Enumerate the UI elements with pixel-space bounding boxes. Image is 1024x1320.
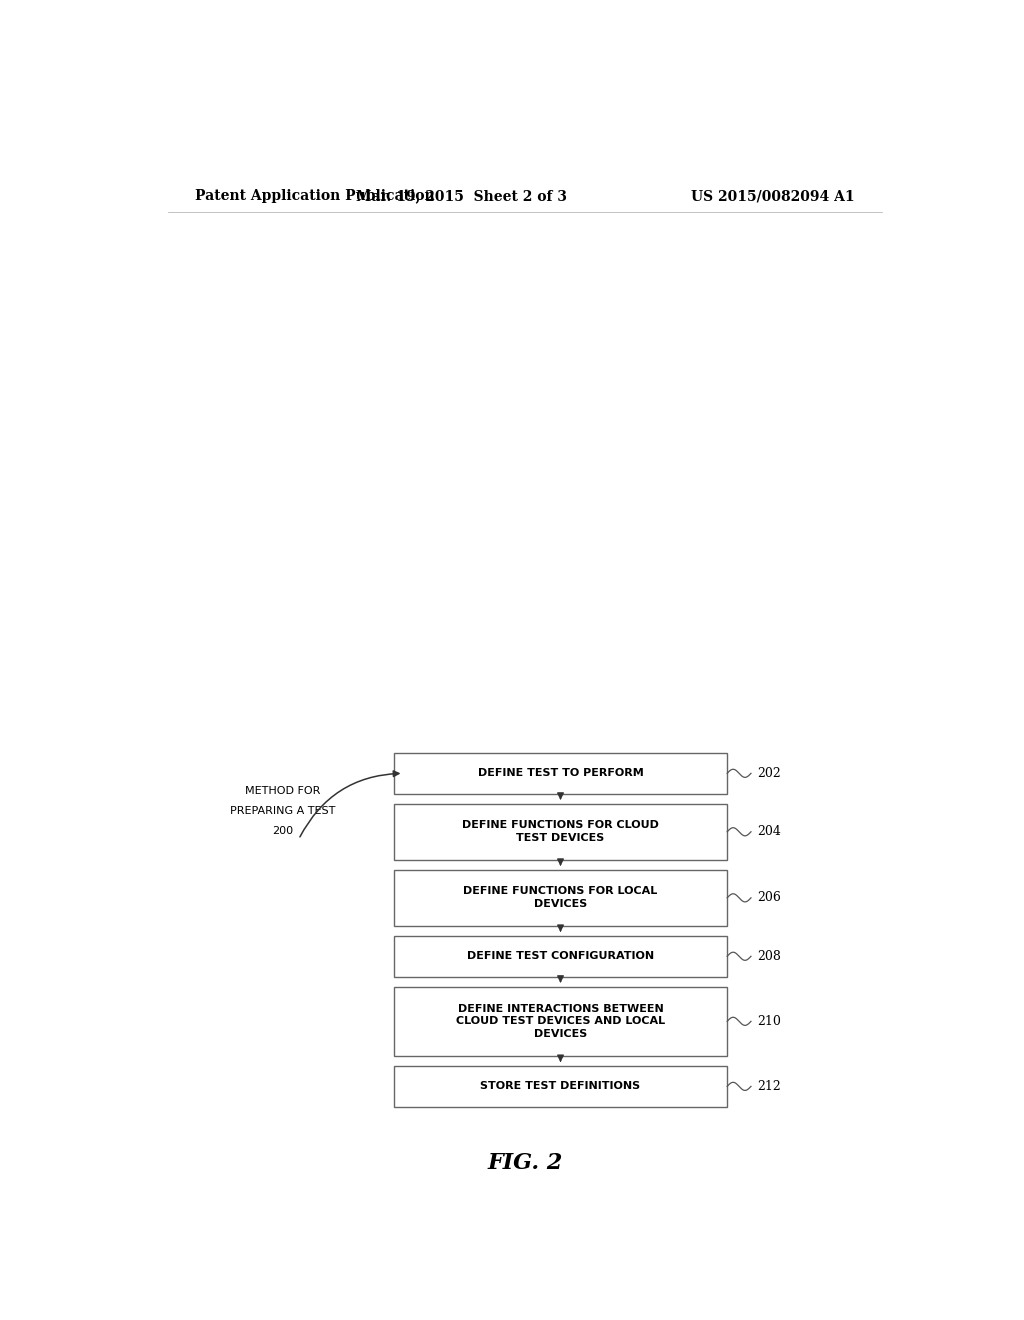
Text: DEFINE TEST TO PERFORM: DEFINE TEST TO PERFORM — [477, 768, 643, 779]
Text: US 2015/0082094 A1: US 2015/0082094 A1 — [690, 189, 854, 203]
Text: 202: 202 — [758, 767, 781, 780]
Text: 210: 210 — [758, 1015, 781, 1028]
Text: STORE TEST DEFINITIONS: STORE TEST DEFINITIONS — [480, 1081, 641, 1092]
Text: DEFINE INTERACTIONS BETWEEN
CLOUD TEST DEVICES AND LOCAL
DEVICES: DEFINE INTERACTIONS BETWEEN CLOUD TEST D… — [456, 1003, 665, 1039]
Text: FIG. 2: FIG. 2 — [487, 1151, 562, 1173]
FancyBboxPatch shape — [394, 1067, 727, 1106]
Text: 204: 204 — [758, 825, 781, 838]
Text: Patent Application Publication: Patent Application Publication — [196, 189, 435, 203]
FancyBboxPatch shape — [394, 987, 727, 1056]
Text: DEFINE FUNCTIONS FOR LOCAL
DEVICES: DEFINE FUNCTIONS FOR LOCAL DEVICES — [464, 887, 657, 909]
Text: 206: 206 — [758, 891, 781, 904]
Text: DEFINE TEST CONFIGURATION: DEFINE TEST CONFIGURATION — [467, 952, 654, 961]
Text: METHOD FOR: METHOD FOR — [245, 785, 321, 796]
FancyBboxPatch shape — [394, 804, 727, 859]
Text: Mar. 19, 2015  Sheet 2 of 3: Mar. 19, 2015 Sheet 2 of 3 — [355, 189, 567, 203]
Text: 200: 200 — [272, 826, 293, 837]
Text: 208: 208 — [758, 950, 781, 962]
Text: DEFINE FUNCTIONS FOR CLOUD
TEST DEVICES: DEFINE FUNCTIONS FOR CLOUD TEST DEVICES — [462, 820, 659, 843]
FancyArrowPatch shape — [300, 771, 399, 837]
FancyBboxPatch shape — [394, 936, 727, 977]
Text: 212: 212 — [758, 1080, 781, 1093]
FancyBboxPatch shape — [394, 870, 727, 925]
Text: PREPARING A TEST: PREPARING A TEST — [230, 807, 336, 816]
FancyBboxPatch shape — [394, 752, 727, 793]
